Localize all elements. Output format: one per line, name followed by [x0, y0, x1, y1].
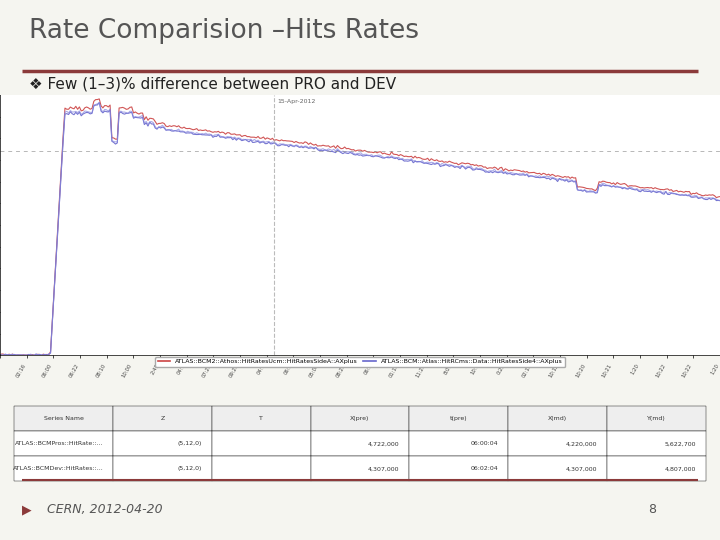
Legend: ATLAS::BCM2::Athos::HitRatesUcm::HitRatesSideA::AXplus, ATLAS::BCM::Atlas::HitRC: ATLAS::BCM2::Athos::HitRatesUcm::HitRate…: [156, 356, 564, 367]
Text: ❖ Few (1–3)% difference between PRO and DEV: ❖ Few (1–3)% difference between PRO and …: [29, 76, 396, 91]
Text: 15-Apr-2012: 15-Apr-2012: [277, 99, 315, 104]
Text: CERN, 2012-04-20: CERN, 2012-04-20: [47, 503, 163, 516]
Text: Rate Comparision –Hits Rates: Rate Comparision –Hits Rates: [29, 18, 419, 44]
Text: ▶: ▶: [22, 503, 31, 516]
Text: 8: 8: [648, 503, 656, 516]
